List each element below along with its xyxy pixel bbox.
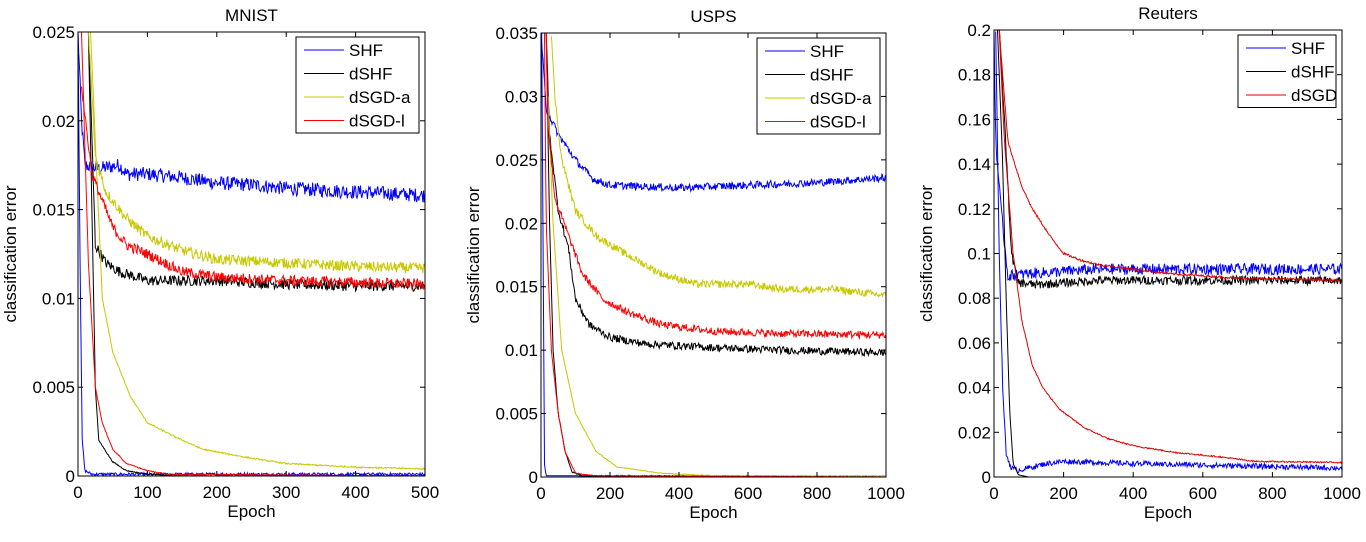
legend-label: dSGD-a [810,89,872,108]
legend: SHF dSHF dSGD-a dSGD-l [756,37,881,135]
x-tick-label: 0 [73,483,82,502]
series-line-shf-train [995,31,1342,474]
y-tick-label: 0.06 [958,334,991,353]
series-line-shf-test [994,30,1342,282]
x-tick-label: 1000 [1323,484,1361,503]
series-line-dsgd-a-train [90,32,425,471]
x-tick-label: 1000 [867,484,905,503]
y-tick-label: 0.005 [495,405,538,424]
y-tick-label: 0.02 [42,112,75,131]
series-line-dsgd-l-test [545,33,886,340]
subplot-mnist: 0 100 200 300 400 500 0 0.005 0.01 0.015 0.02 0.025… [1,6,439,521]
legend-box [295,36,420,134]
x-axis-label: Epoch [227,502,275,521]
series-line-dsgd-test [998,30,1342,283]
legend: SHF dSHF dSGD-a dSGD-l [295,36,420,134]
x-tick-label: 500 [411,483,439,502]
legend-label: dSHF [1291,63,1334,82]
x-tick-label: 400 [665,484,693,503]
legend-label: dSGD-l [810,113,866,132]
y-axis-label: classification error [464,186,483,323]
x-axis-label: Epoch [689,503,737,522]
y-tick-label: 0.14 [958,155,991,174]
chart-title: USPS [690,7,736,26]
x-tick-label: 300 [272,483,300,502]
legend-label: dSHF [810,66,853,85]
x-tick-label: 200 [596,484,624,503]
y-tick-label: 0.025 [32,23,75,42]
y-tick-label: 0.02 [958,423,991,442]
x-tick-label: 600 [734,484,762,503]
subplot-reuters: 0 200 400 600 800 1000 0 0.02 0.04 0.06 0.08 0.1 0.1… [917,4,1361,522]
x-tick-label: 200 [203,483,231,502]
chart-title: Reuters [1138,4,1198,23]
legend-label: SHF [1291,39,1325,58]
series-line-shf-test [541,35,886,193]
series-line-shf-test [78,32,425,203]
x-tick-label: 0 [989,484,998,503]
legend-label: dSGD-a [349,88,411,107]
y-tick-label: 0.02 [505,214,538,233]
legend-label: SHF [810,42,844,61]
y-tick-label: 0.01 [505,341,538,360]
series-group [994,30,1342,477]
legend-label: dSGD [1291,86,1337,105]
y-tick-label: 0 [66,467,75,486]
y-axis-label: classification error [1,185,20,322]
chart-title: MNIST [225,6,278,25]
legend-label: SHF [349,41,383,60]
legend: SHF dSHF dSGD [1237,34,1337,108]
x-tick-label: 800 [803,484,831,503]
x-tick-label: 600 [1189,484,1217,503]
legend-label: dSHF [349,65,392,84]
y-tick-label: 0.04 [958,379,991,398]
x-tick-label: 0 [536,484,545,503]
series-line-dsgd-train [998,30,1342,465]
legend-box [756,37,881,135]
series-line-dsgd-a-train [547,96,886,477]
series-line-shf-train [78,33,425,476]
y-tick-label: 0.015 [495,278,538,297]
series-line-dshf-test [998,30,1342,289]
series-line-dsgd-a-test [88,32,425,274]
x-tick-label: 400 [341,483,369,502]
series-line-dshf-test [545,33,886,358]
axes-frame [77,31,426,477]
x-tick-label: 400 [1119,484,1147,503]
y-tick-label: 0 [982,468,991,487]
y-tick-label: 0 [529,468,538,487]
y-tick-label: 0.025 [495,151,538,170]
x-tick-label: 100 [133,483,161,502]
subplot-usps: 0 200 400 600 800 1000 0 0.005 0.01 0.015 0.02 0.02… [464,7,905,522]
y-tick-label: 0.2 [967,21,991,40]
y-tick-label: 0.03 [505,87,538,106]
y-tick-label: 0.01 [42,289,75,308]
y-tick-label: 0.08 [958,289,991,308]
y-tick-label: 0.12 [958,200,991,219]
series-line-dsgd-l-test [81,86,425,291]
y-tick-label: 0.1 [967,245,991,264]
x-tick-label: 800 [1258,484,1286,503]
y-tick-label: 0.16 [958,110,991,129]
x-tick-label: 200 [1049,484,1077,503]
y-tick-label: 0.015 [32,201,75,220]
y-tick-label: 0.035 [495,24,538,43]
legend-label: dSGD-l [349,112,405,131]
series-line-dshf-test [87,32,425,293]
x-axis-label: Epoch [1144,503,1192,522]
y-axis-label: classification error [917,185,936,322]
y-tick-label: 0.18 [958,66,991,85]
series-line-dsgd-a-test [550,36,886,298]
axes-frame [540,32,887,478]
y-tick-label: 0.005 [32,378,75,397]
